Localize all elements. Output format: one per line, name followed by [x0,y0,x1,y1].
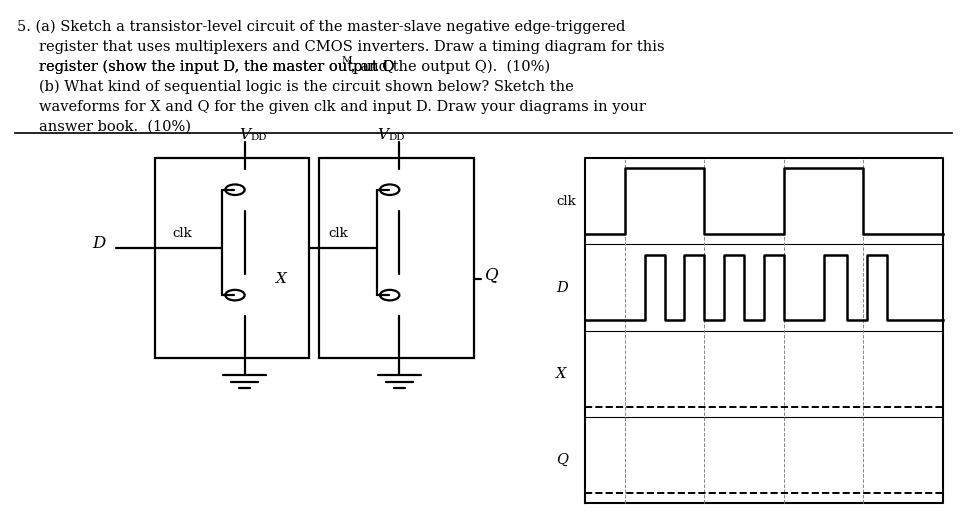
Text: D: D [556,280,568,295]
Text: DD: DD [250,133,267,142]
Text: waveforms for X and Q for the given clk and input D. Draw your diagrams in your: waveforms for X and Q for the given clk … [39,100,646,114]
Text: answer book.  (10%): answer book. (10%) [39,120,190,134]
Text: 5. (a) Sketch a transistor-level circuit of the master-slave negative edge-trigg: 5. (a) Sketch a transistor-level circuit… [17,20,626,34]
Text: DD: DD [389,133,405,142]
Text: register (show the input D, the master output Q: register (show the input D, the master o… [39,60,395,74]
Text: D: D [92,235,105,252]
Text: M: M [342,55,352,65]
Bar [155,158,309,358]
Text: Q: Q [556,453,568,467]
Text: clk: clk [329,227,348,240]
Text: clk: clk [556,195,575,208]
Text: X: X [276,272,286,286]
Bar [319,158,474,358]
Text: V: V [377,128,388,142]
Text: register that uses multiplexers and CMOS inverters. Draw a timing diagram for th: register that uses multiplexers and CMOS… [39,40,664,54]
Text: register (show the input D, the master output Q: register (show the input D, the master o… [39,60,395,74]
Text: X: X [556,367,567,381]
Text: , and the output Q).  (10%): , and the output Q). (10%) [351,60,550,74]
Text: V: V [239,128,249,142]
Text: (b) What kind of sequential logic is the circuit shown below? Sketch the: (b) What kind of sequential logic is the… [39,80,573,94]
Text: Q: Q [485,267,499,284]
Text: clk: clk [172,227,191,240]
